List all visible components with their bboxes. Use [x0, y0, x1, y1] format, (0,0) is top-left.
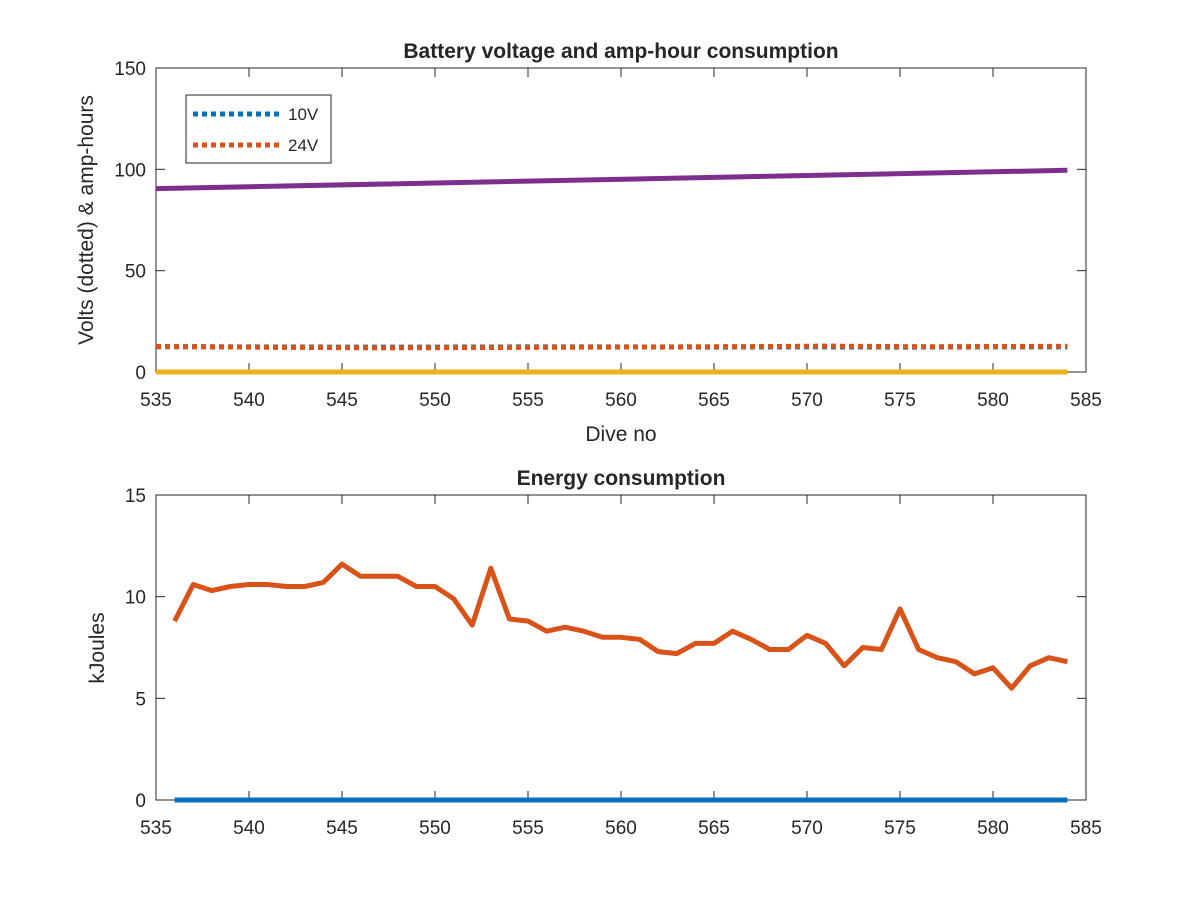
x-tick-label: 565	[698, 390, 730, 411]
x-tick-label: 580	[977, 818, 1009, 839]
legend-label-24v: 24V	[288, 136, 319, 155]
legend-label-10v: 10V	[288, 105, 319, 124]
y-tick-label: 0	[135, 791, 146, 812]
x-tick-label: 575	[884, 390, 916, 411]
x-tick-label: 570	[791, 818, 823, 839]
top-axis-ticks: 535 540 545 550 555 560 565 570 575 580 585 0 50 100 1…	[114, 59, 1102, 411]
series-line-24v	[155, 343, 1068, 351]
top-y-axis-label: Volts (dotted) & amp-hours	[75, 95, 98, 345]
x-tick-label: 545	[326, 390, 358, 411]
x-tick-label: 580	[977, 390, 1009, 411]
x-tick-label: 570	[791, 390, 823, 411]
x-tick-label: 540	[233, 390, 265, 411]
y-tick-label: 150	[114, 59, 146, 80]
x-tick-label: 535	[140, 390, 172, 411]
top-chart-title: Battery voltage and amp-hour consumption	[403, 40, 838, 63]
top-subplot: Battery voltage and amp-hour consumption…	[75, 40, 1102, 446]
x-tick-label: 550	[419, 818, 451, 839]
x-tick-label: 545	[326, 818, 358, 839]
x-tick-label: 565	[698, 818, 730, 839]
y-tick-label: 100	[114, 160, 146, 181]
x-tick-label: 535	[140, 818, 172, 839]
x-tick-label: 560	[605, 390, 637, 411]
legend-box	[185, 94, 332, 164]
bottom-axis-ticks: 535 540 545 550 555 560 565 570 575 580 585 0 5 10 15	[125, 486, 1102, 839]
top-series-group	[155, 167, 1068, 375]
legend: 10V 24V	[185, 94, 332, 164]
x-tick-label: 585	[1070, 818, 1102, 839]
y-tick-label: 10	[125, 588, 146, 609]
y-tick-label: 0	[135, 363, 146, 384]
bottom-subplot: Energy consumption kJoules 535 540 545 550 5…	[86, 467, 1102, 839]
top-x-axis-label: Dive no	[585, 423, 656, 446]
series-line-series-3	[155, 167, 1068, 192]
x-tick-label: 560	[605, 818, 637, 839]
x-tick-label: 550	[419, 390, 451, 411]
x-tick-label: 540	[233, 818, 265, 839]
bottom-plot-area	[155, 494, 1087, 801]
x-tick-label: 585	[1070, 390, 1102, 411]
bottom-y-axis-label: kJoules	[86, 612, 109, 683]
x-tick-label: 575	[884, 818, 916, 839]
y-tick-label: 5	[135, 689, 146, 710]
x-tick-label: 555	[512, 818, 544, 839]
x-tick-label: 555	[512, 390, 544, 411]
series-line-series-1	[172, 561, 1068, 691]
bottom-series-group	[172, 561, 1068, 803]
y-tick-label: 15	[125, 486, 146, 507]
bottom-chart-title: Energy consumption	[517, 467, 726, 490]
y-tick-label: 50	[125, 262, 146, 283]
